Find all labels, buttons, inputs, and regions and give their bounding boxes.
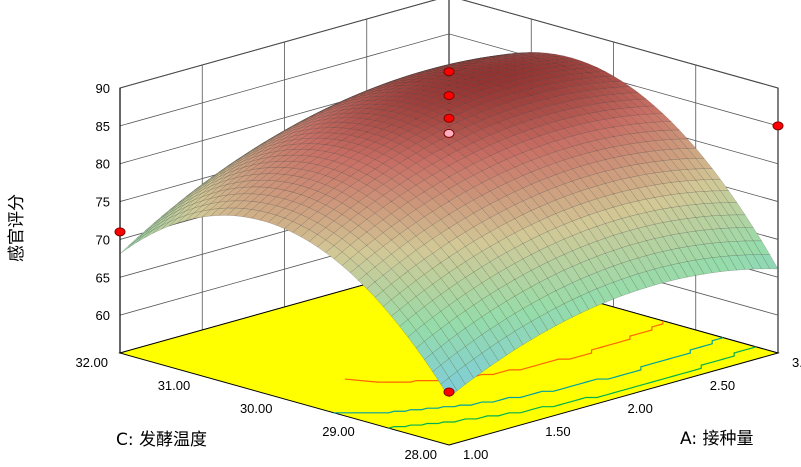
y-tick-label: 28.00 (404, 447, 437, 462)
y-tick-label: 32.00 (75, 355, 108, 370)
design-point (443, 113, 455, 123)
design-points (114, 67, 784, 397)
y-tick-label: 29.00 (322, 424, 355, 439)
x-tick-label: 1.50 (545, 424, 570, 439)
design-point (443, 91, 455, 101)
z-tick-label: 60 (96, 308, 110, 323)
x-tick-label: 1.00 (463, 447, 488, 462)
x-axis-title: A: 接种量 (680, 429, 753, 449)
contour-line (344, 320, 664, 383)
y-axis-title: C: 发酵温度 (116, 430, 207, 450)
design-point (443, 387, 455, 397)
tick-labels: 60 65 70 75 80 85 90 1.00 1.50 2.00 2.50 3.00 28.00 2… (75, 81, 801, 462)
x-tick-label: 2.00 (628, 401, 653, 416)
contour-line (333, 337, 724, 414)
design-point (114, 227, 126, 237)
y-tick-label: 30.00 (240, 401, 273, 416)
z-axis-title: 感官评分 (7, 194, 27, 262)
design-point (772, 121, 784, 131)
design-point (443, 67, 455, 77)
z-tick-label: 85 (96, 119, 110, 134)
z-tick-label: 65 (96, 270, 110, 285)
x-tick-label: 2.50 (710, 378, 735, 393)
contour-line (388, 346, 757, 429)
design-point (443, 128, 455, 138)
z-tick-label: 80 (96, 157, 110, 172)
response-surface (119, 52, 779, 398)
wall-gridline (119, 0, 779, 89)
wall-gridline (119, 33, 779, 127)
y-tick-label: 31.00 (158, 378, 191, 393)
z-tick-label: 90 (96, 81, 110, 96)
z-tick-label: 70 (96, 232, 110, 247)
x-tick-label: 3.00 (792, 355, 801, 370)
z-tick-label: 75 (96, 195, 110, 210)
